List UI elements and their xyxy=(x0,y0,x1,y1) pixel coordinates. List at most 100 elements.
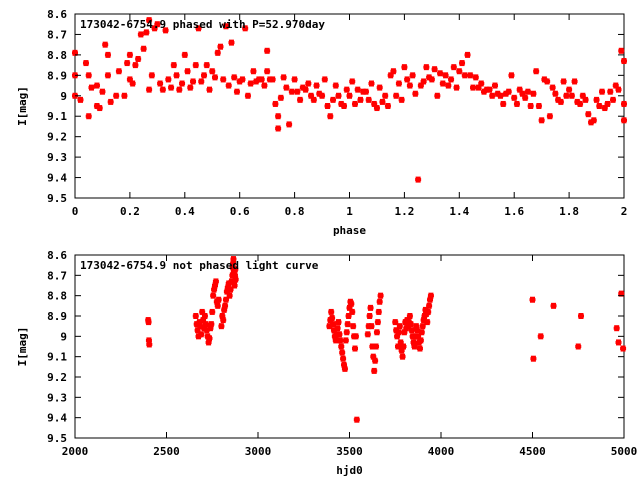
data-point-marker xyxy=(308,94,315,98)
data-point-marker xyxy=(203,328,210,332)
data-point-marker xyxy=(415,334,422,338)
data-point-marker xyxy=(344,322,351,326)
data-point-marker xyxy=(335,320,342,324)
data-point-marker xyxy=(96,106,103,110)
data-point-marker xyxy=(173,73,180,77)
data-point-marker xyxy=(339,351,346,355)
data-point-marker xyxy=(288,90,295,94)
data-point-marker xyxy=(410,340,417,344)
data-point-marker xyxy=(577,102,584,106)
data-point-marker xyxy=(364,332,371,336)
data-point-marker xyxy=(406,314,413,318)
y-tick-label: 8.9 xyxy=(47,310,67,323)
y-tick-label: 8.7 xyxy=(47,269,67,282)
data-point-marker xyxy=(373,106,380,110)
y-tick-label: 9.5 xyxy=(47,432,67,445)
data-point-marker xyxy=(420,79,427,83)
data-point-marker xyxy=(212,279,219,283)
data-point-marker xyxy=(196,320,203,324)
data-point-marker xyxy=(497,94,504,98)
data-point-marker xyxy=(210,294,217,298)
data-point-marker xyxy=(397,340,404,344)
x-tick-label: 0.8 xyxy=(285,205,305,218)
plot-frame xyxy=(74,254,625,439)
data-point-marker xyxy=(621,102,627,106)
x-tick-label: 0.6 xyxy=(230,205,250,218)
data-point-marker xyxy=(132,63,139,67)
data-point-marker xyxy=(398,98,405,102)
data-point-marker xyxy=(170,63,177,67)
data-point-marker xyxy=(353,418,360,422)
data-point-marker xyxy=(453,86,460,90)
data-point-marker xyxy=(286,122,293,126)
data-point-marker xyxy=(491,84,498,88)
data-point-marker xyxy=(151,26,158,30)
data-point-marker xyxy=(395,82,402,86)
data-point-marker xyxy=(93,84,100,88)
data-point-marker xyxy=(126,53,133,57)
axis-ticks: 0 0.2 0.4 0.6 0.8 1 1.2 1.4 1.6 1.8 2 8.6 8.7 8.8 8.9 9… xyxy=(47,8,627,218)
data-point-marker xyxy=(394,345,401,348)
data-point-marker xyxy=(199,310,206,314)
data-point-marker xyxy=(579,94,586,98)
data-point-marker xyxy=(387,73,394,77)
data-point-marker xyxy=(319,94,326,98)
data-point-marker xyxy=(511,96,518,100)
data-point-marker xyxy=(376,300,383,304)
data-point-marker xyxy=(72,51,78,55)
x-axis-label: hjd0 xyxy=(336,464,363,477)
data-point-marker xyxy=(366,314,373,318)
data-point-marker xyxy=(549,86,556,90)
data-point-marker xyxy=(219,314,226,318)
data-point-marker xyxy=(585,112,592,116)
data-point-marker xyxy=(202,322,209,326)
data-point-marker xyxy=(332,338,339,342)
data-point-marker xyxy=(239,77,246,81)
data-point-marker xyxy=(187,86,194,90)
data-point-marker xyxy=(146,342,153,346)
data-point-marker xyxy=(93,104,100,108)
data-point-marker xyxy=(221,308,228,312)
data-point-marker xyxy=(445,84,452,88)
data-point-marker xyxy=(181,53,188,57)
data-point-marker xyxy=(336,332,343,336)
data-point-marker xyxy=(222,24,229,28)
data-point-marker xyxy=(486,88,493,92)
data-point-marker xyxy=(113,94,120,98)
data-point-marker xyxy=(541,77,548,81)
data-point-marker xyxy=(223,290,230,294)
data-point-marker xyxy=(341,104,348,108)
data-point-marker xyxy=(426,75,433,79)
data-point-marker xyxy=(437,71,444,75)
data-point-marker xyxy=(607,90,614,94)
data-point-marker xyxy=(434,94,441,98)
data-point-marker xyxy=(529,298,536,302)
data-point-marker xyxy=(456,69,463,73)
data-points xyxy=(72,17,627,183)
data-point-marker xyxy=(349,310,356,314)
data-point-marker xyxy=(321,77,328,81)
data-point-marker xyxy=(408,328,415,332)
data-point-marker xyxy=(135,57,142,61)
data-point-marker xyxy=(121,94,128,98)
data-point-marker xyxy=(613,326,620,330)
data-point-marker xyxy=(297,98,304,102)
data-point-marker xyxy=(398,349,405,353)
data-point-marker xyxy=(195,334,202,338)
data-point-marker xyxy=(159,88,166,92)
data-point-marker xyxy=(439,82,446,86)
data-point-marker xyxy=(264,69,271,73)
data-point-marker xyxy=(209,69,216,73)
data-point-marker xyxy=(324,104,331,108)
data-point-marker xyxy=(478,82,485,86)
data-point-marker xyxy=(146,88,153,92)
data-point-marker xyxy=(373,345,380,348)
data-point-marker xyxy=(179,82,186,86)
data-point-marker xyxy=(560,79,567,83)
data-point-marker xyxy=(502,92,509,96)
data-point-marker xyxy=(405,324,412,328)
data-point-marker xyxy=(206,336,213,340)
y-tick-label: 8.6 xyxy=(47,249,67,262)
data-point-marker xyxy=(104,53,111,57)
data-point-marker xyxy=(327,114,334,118)
